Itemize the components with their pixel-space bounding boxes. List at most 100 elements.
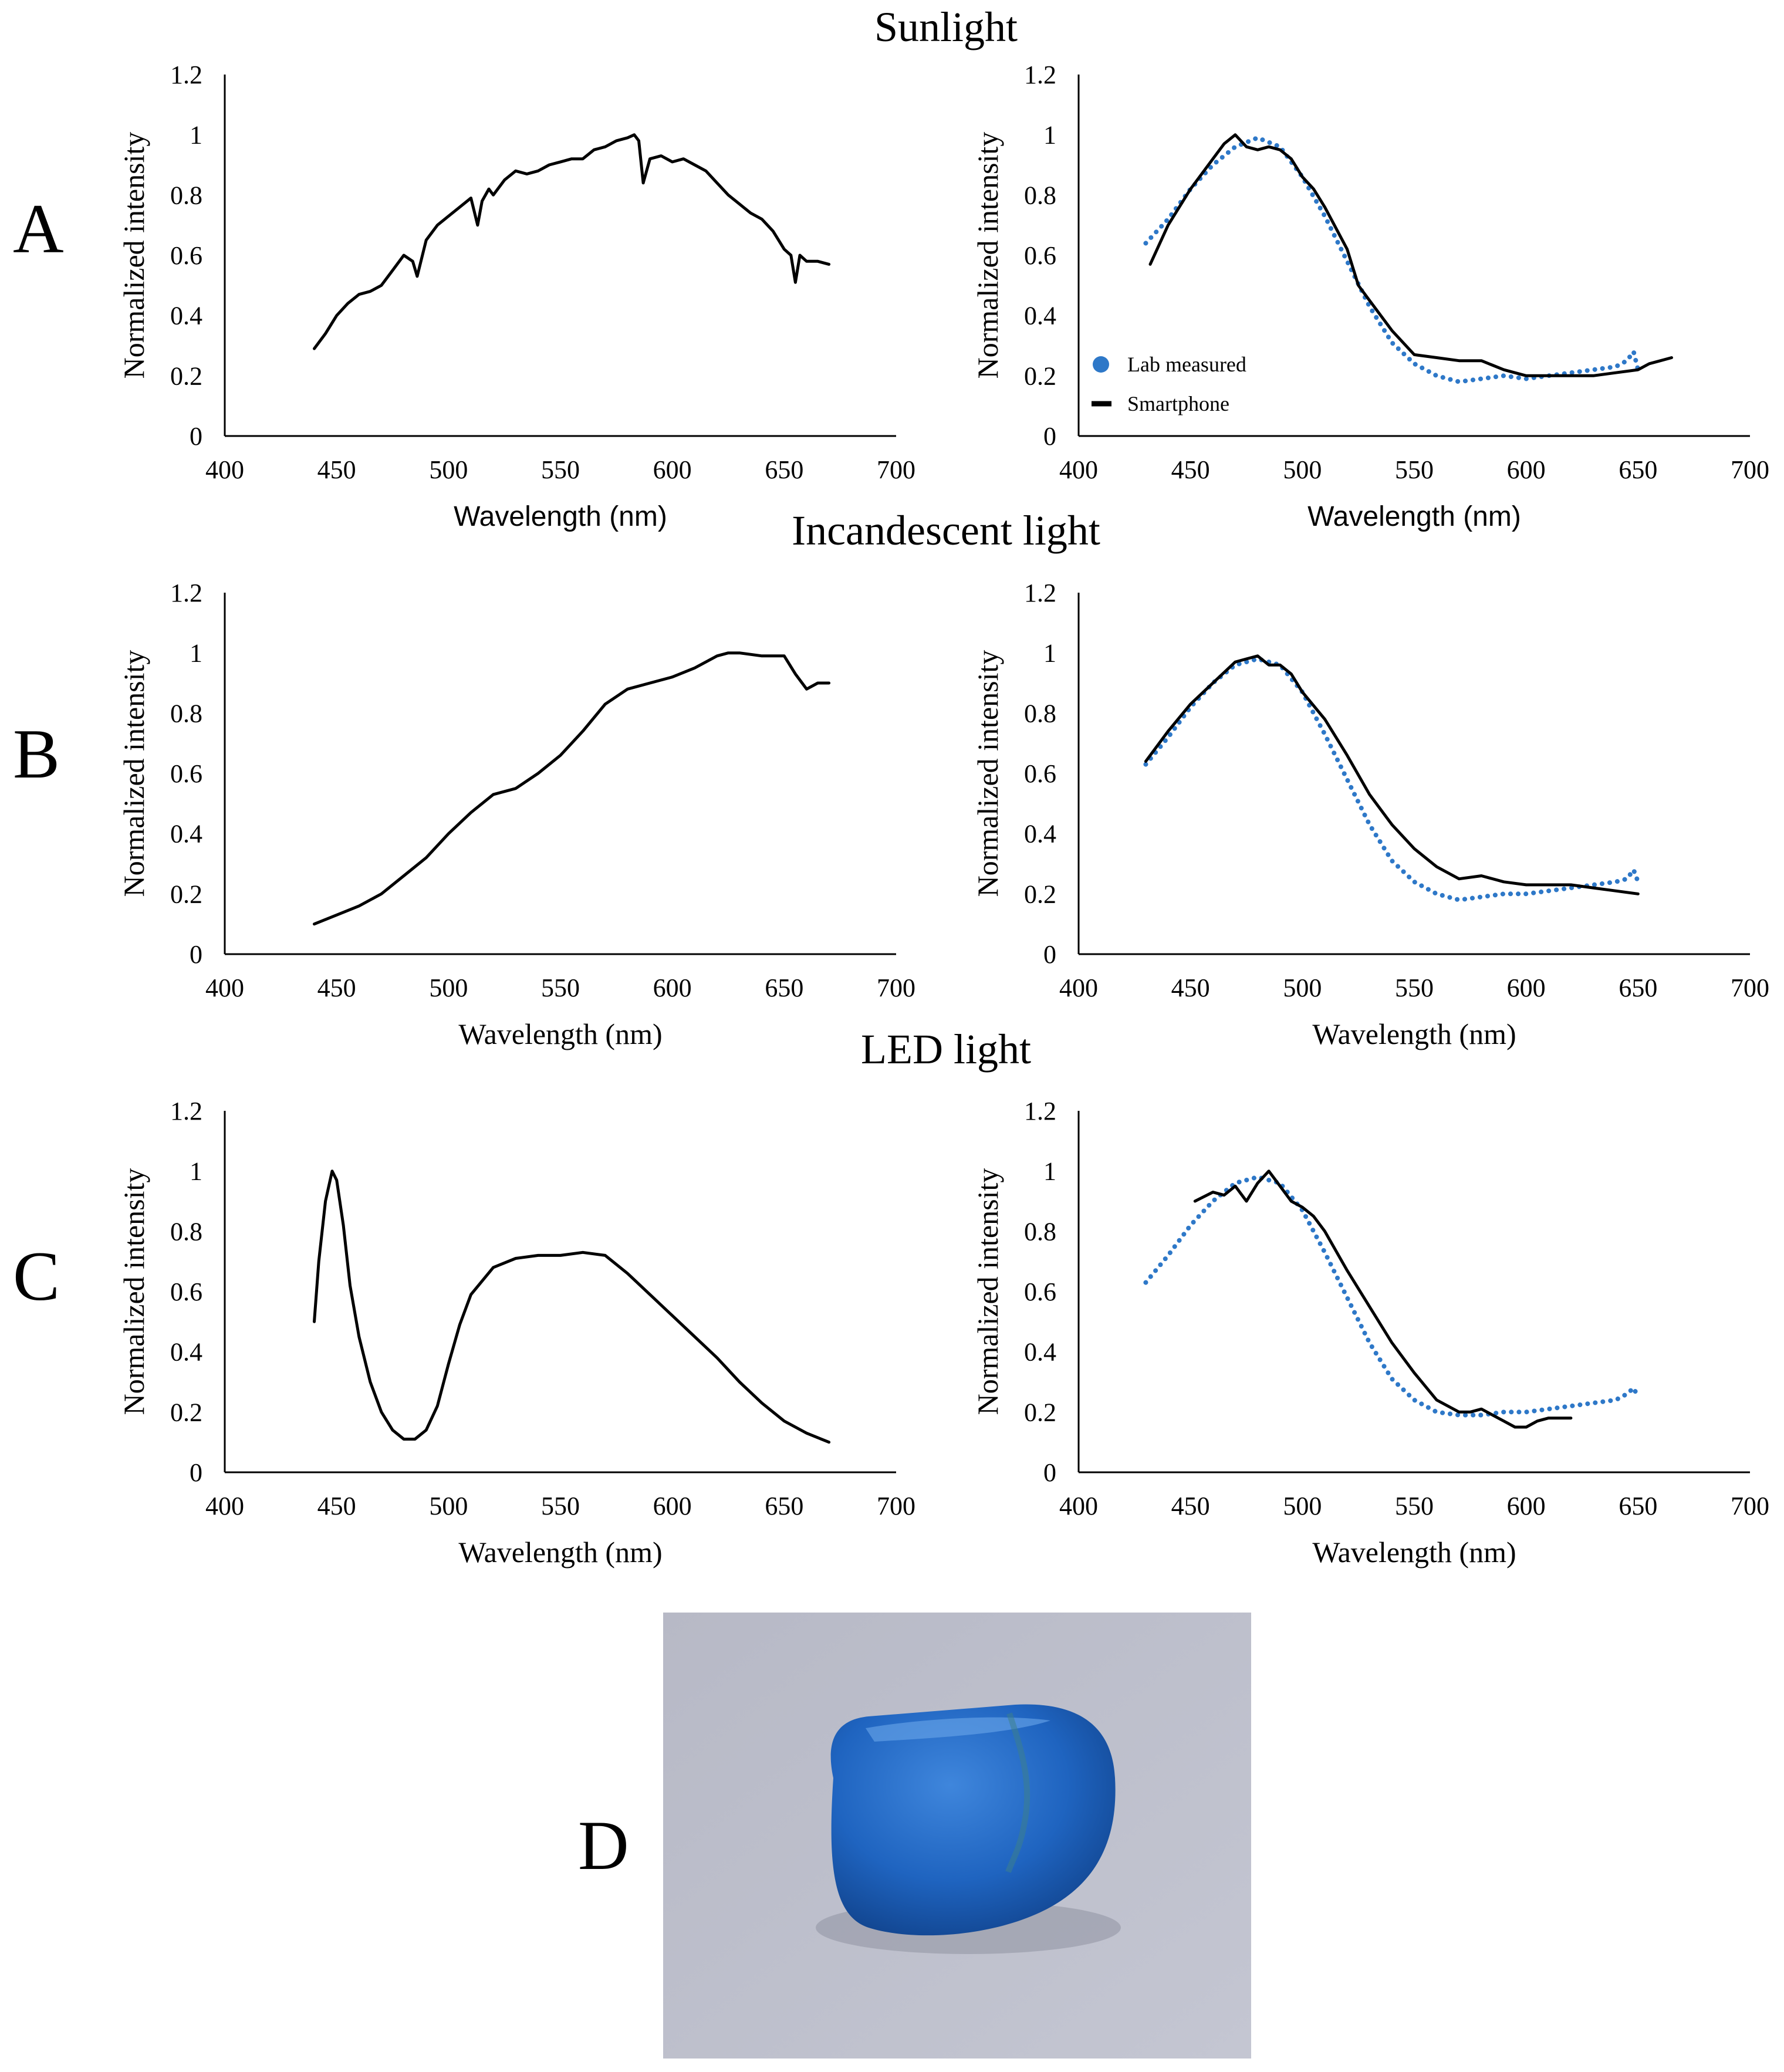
x-tick-label: 600 [653,974,692,1002]
x-tick-label: 650 [765,455,803,484]
y-tick-label: 0.2 [1024,1398,1056,1427]
y-axis-title: Normalized intensity [971,132,1004,379]
chart-led-spectrum: 0 0.2 0.4 0.6 0.8 1 1.2 400 450 500 550 600 650 700 Wa… [117,1097,915,1569]
y-axis-title: Normalized intensity [971,650,1004,897]
x-axis-title: Wavelength (nm) [1312,1018,1516,1050]
y-tick-label: 0.6 [170,759,202,788]
y-tick-label: 0 [190,422,202,451]
x-tick-label: 700 [877,455,915,484]
y-tick-label: 1 [190,121,202,150]
y-tick-label: 0.6 [1024,1277,1056,1306]
x-tick-label: 650 [1619,974,1657,1002]
y-tick-label: 1.2 [1024,60,1056,89]
y-axis-title: Normalized intensity [117,132,150,379]
panel-letter-d: D [578,1806,629,1884]
x-tick-label: 700 [1731,455,1769,484]
y-tick-label: 0 [1043,422,1056,451]
y-tick-label: 0.2 [170,361,202,390]
blue-stone [830,1704,1116,1936]
y-tick-label: 1.2 [170,60,202,89]
y-tick-label: 0.8 [170,1217,202,1246]
x-tick-label: 650 [765,974,803,1002]
y-axis-title: Normalized intensity [117,650,150,897]
series-lab-measured [1143,656,1641,903]
x-tick-label: 600 [653,455,692,484]
y-tick-label: 0 [190,1458,202,1487]
x-tick-label: 450 [1171,1492,1210,1520]
y-tick-label: 0 [1043,940,1056,969]
x-tick-label: 500 [429,1492,468,1520]
x-tick-label: 700 [877,1492,915,1520]
series-lab-measured [1143,1174,1641,1418]
y-tick-label: 1.2 [1024,579,1056,607]
x-tick-label: 550 [541,1492,580,1520]
y-tick-label: 0.8 [170,181,202,209]
x-tick-label: 550 [541,455,580,484]
x-tick-label: 600 [1507,455,1546,484]
series-lab-measured [1143,135,1641,384]
x-tick-label: 450 [317,1492,356,1520]
series-spectrum [313,651,831,926]
stone-crack [1005,1712,1030,1873]
chart-sunlight-spectrum: 0 0.2 0.4 0.6 0.8 1 1.2 400 450 500 550 600 650 700 Wa… [117,60,915,532]
x-tick-label: 500 [429,455,468,484]
chart-incandescent-spectrum: 0 0.2 0.4 0.6 0.8 1 1.2 400 450 500 550 600 650 700 Wa… [117,579,915,1050]
x-tick-label: 650 [1619,1492,1657,1520]
x-tick-label: 450 [317,455,356,484]
x-tick-label: 700 [877,974,915,1002]
y-tick-label: 1 [1043,639,1056,668]
chart-led-comparison: 0 0.2 0.4 0.6 0.8 1 1.2 400 450 500 550 600 650 700 Wa… [971,1097,1769,1569]
x-axis-title: Wavelength (nm) [1312,1536,1516,1569]
y-tick-label: 0.6 [1024,241,1056,270]
x-tick-label: 600 [653,1492,692,1520]
x-tick-label: 700 [1731,974,1769,1002]
x-tick-label: 400 [1059,455,1098,484]
series-spectrum [313,1169,831,1444]
y-tick-label: 1.2 [1024,1097,1056,1125]
y-tick-label: 0.2 [170,1398,202,1427]
x-tick-label: 400 [1059,1492,1098,1520]
panel-letter-a: A [13,190,64,268]
y-tick-label: 1 [1043,1157,1056,1186]
y-tick-label: 0.4 [1024,1338,1056,1367]
y-tick-label: 0.4 [170,820,202,849]
x-tick-label: 450 [317,974,356,1002]
section-title-led: LED light [861,1026,1031,1073]
x-tick-label: 550 [541,974,580,1002]
chart-sunlight-comparison: 0 0.2 0.4 0.6 0.8 1 1.2 400 450 500 550 600 650 700 Wa… [971,60,1769,532]
x-tick-label: 500 [1283,455,1322,484]
panel-letter-b: B [13,715,60,793]
y-tick-label: 1.2 [170,579,202,607]
x-tick-label: 400 [205,1492,244,1520]
x-tick-label: 700 [1731,1492,1769,1520]
y-tick-label: 0.8 [1024,699,1056,728]
y-tick-label: 0.4 [170,302,202,330]
stone-highlight [866,1717,1050,1742]
x-tick-label: 400 [1059,974,1098,1002]
series-smartphone [1144,654,1640,895]
x-tick-label: 550 [1395,974,1434,1002]
chart-incandescent-comparison: 0 0.2 0.4 0.6 0.8 1 1.2 400 450 500 550 600 650 700 Wa… [971,579,1769,1050]
legend-label-smartphone: Smartphone [1127,392,1229,415]
y-tick-label: 0 [1043,1458,1056,1487]
legend-marker-lab [1093,356,1109,373]
x-axis-title: Wavelength (nm) [458,1018,662,1050]
y-tick-label: 1 [190,639,202,668]
x-tick-label: 600 [1507,974,1546,1002]
series-smartphone [1193,1169,1573,1429]
y-axis-title: Normalized intensity [971,1168,1004,1415]
y-tick-label: 1.2 [170,1097,202,1125]
x-tick-label: 500 [429,974,468,1002]
y-tick-label: 0.6 [170,241,202,270]
x-tick-label: 400 [205,974,244,1002]
x-axis-title: Wavelength (nm) [454,501,667,532]
y-axis-title: Normalized intensity [117,1168,150,1415]
section-title-sunlight: Sunlight [874,4,1018,50]
y-tick-label: 0.8 [1024,181,1056,209]
y-tick-label: 0.4 [170,1338,202,1367]
y-tick-label: 0.2 [1024,361,1056,390]
x-tick-label: 550 [1395,455,1434,484]
y-tick-label: 1 [1043,121,1056,150]
y-tick-label: 0.6 [1024,759,1056,788]
x-tick-label: 450 [1171,974,1210,1002]
